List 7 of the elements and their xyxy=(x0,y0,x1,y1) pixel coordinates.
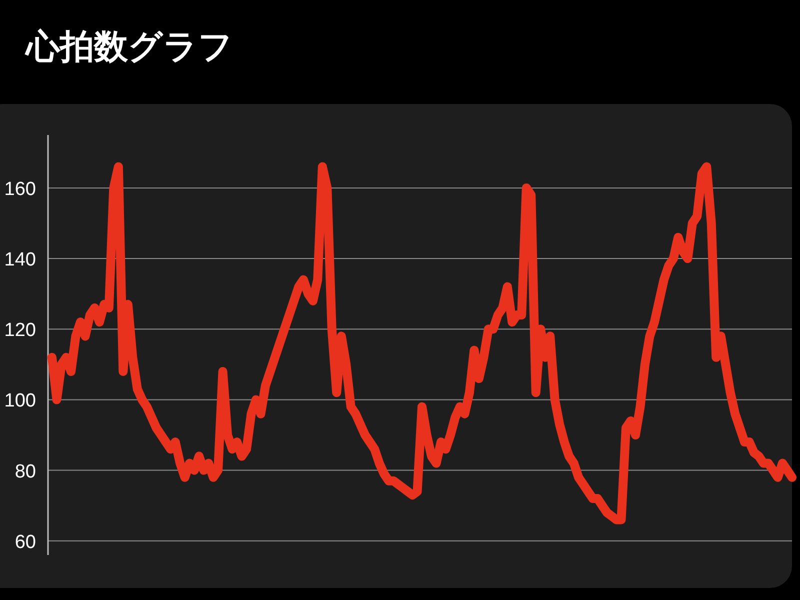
y-tick-label: 80 xyxy=(14,461,36,482)
y-tick-label: 120 xyxy=(4,320,36,342)
y-tick-label: 60 xyxy=(14,532,36,553)
y-tick-label: 140 xyxy=(4,250,36,271)
y-tick-label: 160 xyxy=(4,178,36,200)
y-tick-label: 100 xyxy=(4,390,36,412)
chart-title: 心拍数グラフ xyxy=(24,27,233,67)
